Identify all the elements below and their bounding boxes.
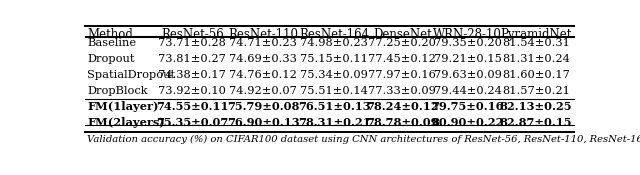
Text: Method: Method [88, 28, 133, 41]
Text: 75.34±0.09: 75.34±0.09 [300, 70, 368, 80]
Text: 77.45±0.12: 77.45±0.12 [369, 54, 436, 64]
Text: 74.76±0.12: 74.76±0.12 [229, 70, 297, 80]
Text: DropBlock: DropBlock [88, 86, 148, 96]
Text: 75.79±0.08: 75.79±0.08 [227, 102, 300, 113]
Text: 73.92±0.10: 73.92±0.10 [159, 86, 227, 96]
Text: ResNet-164: ResNet-164 [299, 28, 369, 41]
Text: 79.75±0.16: 79.75±0.16 [431, 102, 504, 113]
Text: 75.15±0.11: 75.15±0.11 [300, 54, 368, 64]
Text: 73.71±0.28: 73.71±0.28 [159, 38, 227, 48]
Text: 79.35±0.20: 79.35±0.20 [434, 38, 502, 48]
Text: 74.69±0.33: 74.69±0.33 [229, 54, 297, 64]
Text: 77.25±0.20: 77.25±0.20 [369, 38, 436, 48]
Text: 74.55±0.11: 74.55±0.11 [156, 102, 228, 113]
Text: DenseNet: DenseNet [373, 28, 432, 41]
Text: 75.35±0.07: 75.35±0.07 [156, 117, 228, 128]
Text: WRN-28-10: WRN-28-10 [433, 28, 502, 41]
Text: 79.44±0.24: 79.44±0.24 [434, 86, 502, 96]
Text: 79.21±0.15: 79.21±0.15 [434, 54, 502, 64]
Text: 75.51±0.14: 75.51±0.14 [300, 86, 368, 96]
Text: 77.97±0.16: 77.97±0.16 [369, 70, 436, 80]
Text: 81.54±0.31: 81.54±0.31 [502, 38, 570, 48]
Text: 76.90±0.13: 76.90±0.13 [227, 117, 300, 128]
Text: 76.51±0.13: 76.51±0.13 [298, 102, 371, 113]
Text: Baseline: Baseline [88, 38, 136, 48]
Text: 73.81±0.27: 73.81±0.27 [159, 54, 227, 64]
Text: 79.63±0.09: 79.63±0.09 [434, 70, 502, 80]
Text: FM(2layers): FM(2layers) [88, 117, 165, 128]
Text: Dropout: Dropout [88, 54, 135, 64]
Text: SpatialDropout: SpatialDropout [88, 70, 175, 80]
Text: 78.31±0.21: 78.31±0.21 [298, 117, 371, 128]
Text: 78.24±0.12: 78.24±0.12 [366, 102, 438, 113]
Text: 74.92±0.07: 74.92±0.07 [229, 86, 297, 96]
Text: FM(1layer): FM(1layer) [88, 102, 159, 113]
Text: ResNet-110: ResNet-110 [228, 28, 298, 41]
Text: 78.78±0.09: 78.78±0.09 [366, 117, 438, 128]
Text: 80.90±0.22: 80.90±0.22 [431, 117, 504, 128]
Text: 81.57±0.21: 81.57±0.21 [502, 86, 570, 96]
Text: PyramidNet: PyramidNet [500, 28, 572, 41]
Text: 82.87±0.15: 82.87±0.15 [500, 117, 572, 128]
Text: Validation accuracy (%) on CIFAR100 dataset using CNN architectures of ResNet-56: Validation accuracy (%) on CIFAR100 data… [88, 135, 640, 144]
Text: 82.13±0.25: 82.13±0.25 [500, 102, 572, 113]
Text: 74.98±0.23: 74.98±0.23 [300, 38, 368, 48]
Text: ResNet-56: ResNet-56 [161, 28, 224, 41]
Text: 81.31±0.24: 81.31±0.24 [502, 54, 570, 64]
Text: 74.38±0.17: 74.38±0.17 [159, 70, 227, 80]
Text: 77.33±0.09: 77.33±0.09 [369, 86, 436, 96]
Text: 74.71±0.23: 74.71±0.23 [229, 38, 297, 48]
Text: 81.60±0.17: 81.60±0.17 [502, 70, 570, 80]
